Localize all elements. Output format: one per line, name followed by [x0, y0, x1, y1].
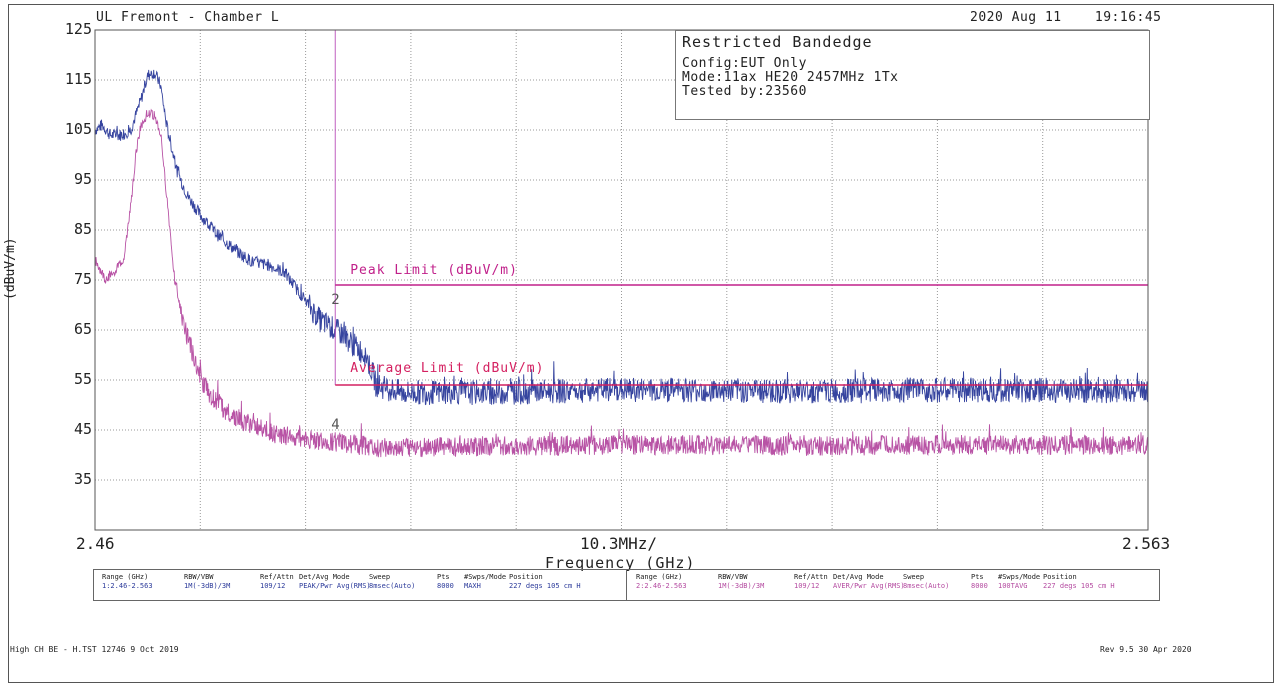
limit-label: Average Limit (dBuV/m): [350, 361, 544, 376]
y-tick-label: 35: [73, 470, 92, 488]
series-line-peak: [94, 69, 1149, 406]
settings-value: 1M(-3dB)/3M: [184, 582, 231, 590]
series-line-average: [94, 108, 1149, 458]
footer-right: Rev 9.5 30 Apr 2020: [1100, 645, 1192, 654]
settings-value: 8000: [437, 582, 454, 590]
settings-header: Ref/Attn: [260, 573, 294, 581]
settings-header: RBW/VBW: [718, 573, 748, 581]
y-tick-label: 55: [73, 370, 92, 388]
settings-header: Sweep: [903, 573, 925, 581]
limit-lines: Peak Limit (dBuV/m) Average Limit (dBuV/m…: [334, 30, 1148, 386]
y-tick-label: 75: [73, 270, 92, 288]
plot-grid: [95, 30, 1148, 530]
y-tick-label: 115: [64, 70, 92, 88]
settings-header: Pts: [971, 573, 984, 581]
settings-value: 8msec(Auto): [903, 582, 950, 590]
settings-header: #Swps/Mode: [464, 573, 507, 581]
plot-series: [94, 69, 1149, 458]
x-axis-label: Frequency (GHz): [545, 554, 696, 572]
marker-label: 2: [331, 292, 339, 308]
marker-label: 4: [331, 417, 339, 433]
timestamp: 2020 Aug 11 19:16:45: [970, 10, 1162, 25]
y-tick-label: 65: [73, 320, 92, 338]
settings-header: Range (GHz): [636, 573, 683, 581]
y-tick-label: 45: [73, 420, 92, 438]
y-tick-label: 125: [64, 20, 92, 38]
settings-value: 8000: [971, 582, 988, 590]
settings-value: 109/12: [260, 582, 286, 590]
settings-value: 2:2.46-2.563: [636, 582, 687, 590]
settings-trace-1: Range (GHz) RBW/VBW Ref/Attn Det/Avg Mode Sw…: [94, 570, 627, 600]
settings-value: 227 degs 105 cm H: [509, 582, 581, 590]
x-tick-span: 10.3MHz/: [580, 534, 658, 553]
footer-left: High CH BE - H.TST 12746 9 Oct 2019: [10, 645, 179, 654]
mode-line: Mode:11ax HE20 2457MHz 1Tx: [682, 70, 899, 85]
settings-header: Position: [1043, 573, 1077, 581]
tester-line: Tested by:23560: [682, 84, 807, 99]
test-title: Restricted Bandedge: [682, 33, 873, 51]
x-tick-stop: 2.563: [1122, 534, 1171, 553]
settings-header: Range (GHz): [102, 573, 149, 581]
settings-value: 8msec(Auto): [369, 582, 416, 590]
settings-header: Sweep: [369, 573, 391, 581]
settings-header: Pts: [437, 573, 450, 581]
settings-value: AVER/Pwr Avg(RMS): [833, 582, 905, 590]
settings-header: Ref/Attn: [794, 573, 828, 581]
report-frame: [8, 4, 1274, 683]
y-tick-label: 105: [64, 120, 92, 138]
lab-name: UL Fremont - Chamber L: [96, 10, 280, 25]
settings-header: Det/Avg Mode: [299, 573, 350, 581]
test-info-box: Restricted Bandedge Config:EUT Only Mode…: [675, 30, 1150, 120]
settings-value: 1M(-3dB)/3M: [718, 582, 765, 590]
settings-value: PEAK/Pwr Avg(RMS): [299, 582, 371, 590]
settings-header: Det/Avg Mode: [833, 573, 884, 581]
limit-label: Peak Limit (dBuV/m): [350, 263, 518, 278]
settings-value: MAXH: [464, 582, 481, 590]
settings-value: 1:2.46-2.563: [102, 582, 153, 590]
settings-header: Position: [509, 573, 543, 581]
y-tick-label: 85: [73, 220, 92, 238]
y-tick-label: 95: [73, 170, 92, 188]
x-tick-start: 2.46: [76, 534, 115, 553]
settings-header: RBW/VBW: [184, 573, 214, 581]
analyzer-settings-table: Range (GHz) RBW/VBW Ref/Attn Det/Avg Mode Sw…: [93, 569, 1160, 601]
settings-value: 109/12: [794, 582, 820, 590]
settings-value: 100TAVG: [998, 582, 1028, 590]
settings-header: #Swps/Mode: [998, 573, 1041, 581]
config-line: Config:EUT Only: [682, 56, 807, 71]
settings-value: 227 degs 105 cm H: [1043, 582, 1115, 590]
settings-divider: [626, 570, 627, 600]
plot-border: [94, 29, 1149, 531]
plot-markers: 24: [331, 292, 339, 433]
settings-trace-2: Range (GHz) RBW/VBW Ref/Attn Det/Avg Mode Sw…: [628, 570, 1161, 600]
